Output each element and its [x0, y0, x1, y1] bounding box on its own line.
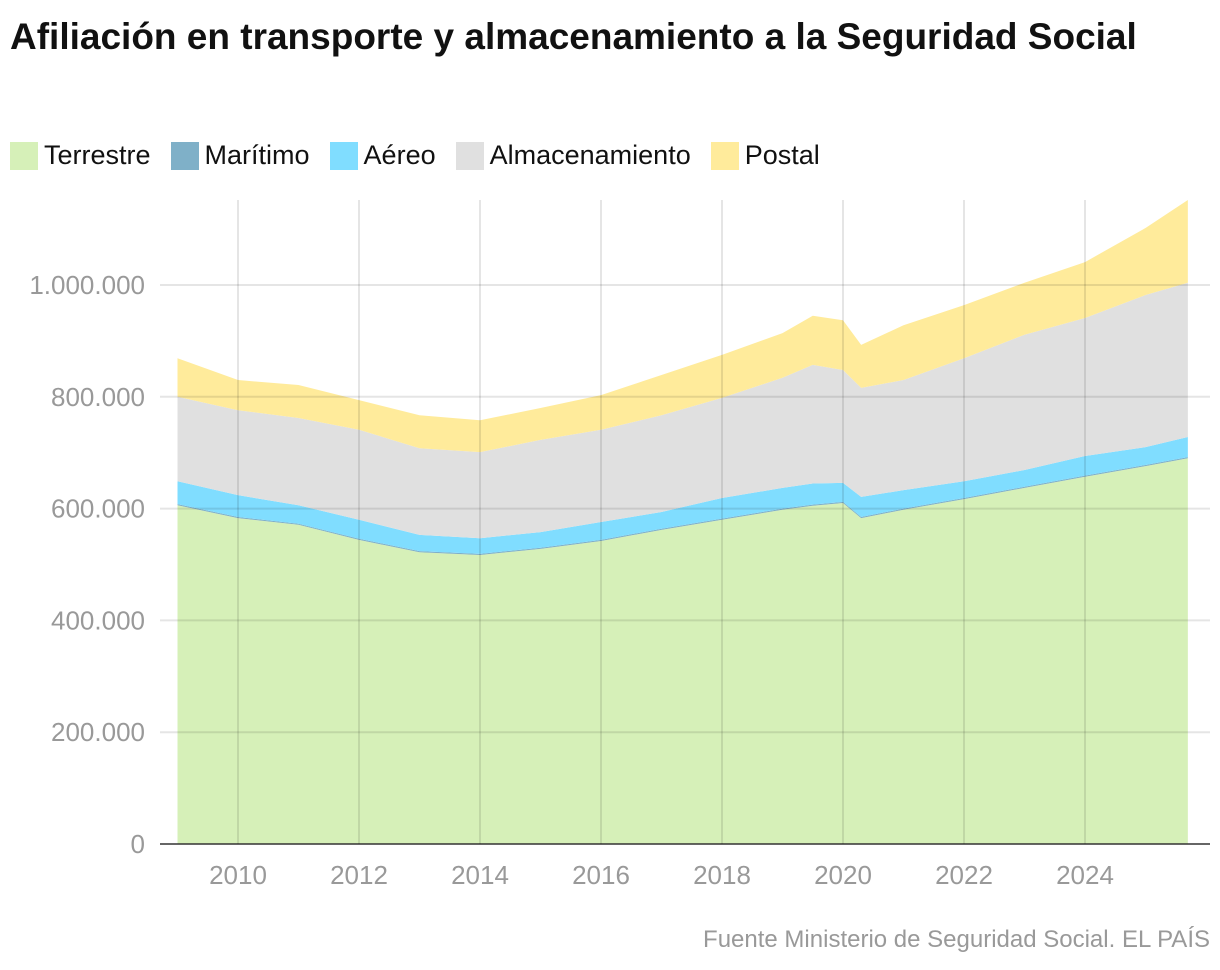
legend-item-3: Almacenamiento	[455, 140, 691, 171]
legend-label: Aéreo	[363, 140, 436, 170]
x-tick-label: 2010	[209, 860, 267, 890]
x-tick-label: 2024	[1056, 860, 1114, 890]
legend-label: Terrestre	[44, 140, 151, 170]
x-tick-label: 2014	[451, 860, 509, 890]
x-tick-label: 2022	[935, 860, 993, 890]
x-tick-label: 2016	[572, 860, 630, 890]
y-tick-label: 1.000.000	[29, 270, 145, 300]
legend-label: Postal	[744, 140, 820, 170]
source-note: Fuente Ministerio de Seguridad Social. E…	[703, 926, 1210, 953]
area-postal	[177, 200, 1188, 453]
legend-label: Marítimo	[204, 140, 310, 170]
legend-item-2: Aéreo	[329, 140, 436, 171]
y-tick-label: 0	[131, 829, 145, 859]
legend-item-4: Postal	[710, 140, 820, 171]
x-tick-label: 2020	[814, 860, 872, 890]
legend-swatch	[455, 141, 484, 170]
y-tick-label: 800.000	[51, 382, 145, 412]
legend-swatch	[10, 141, 38, 170]
y-tick-label: 400.000	[51, 605, 145, 635]
legend: Terrestre Marítimo Aéreo Almacenamiento Post…	[10, 140, 840, 171]
legend-swatch	[710, 141, 739, 170]
y-tick-label: 200.000	[51, 717, 145, 747]
legend-swatch	[170, 141, 199, 170]
legend-item-1: Marítimo	[170, 140, 310, 171]
legend-swatch	[329, 141, 358, 170]
legend-label: Almacenamiento	[489, 140, 691, 170]
chart-title: Afiliación en transporte y almacenamient…	[10, 16, 1137, 57]
area-almacenamiento	[177, 282, 1188, 539]
y-tick-label: 600.000	[51, 494, 145, 524]
x-tick-label: 2012	[330, 860, 388, 890]
x-tick-label: 2018	[693, 860, 751, 890]
area-terrestre	[177, 458, 1188, 844]
legend-item-0: Terrestre	[10, 140, 151, 171]
